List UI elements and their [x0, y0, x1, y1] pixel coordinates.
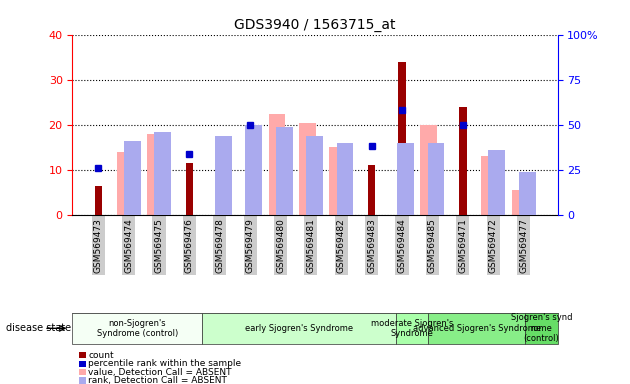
Bar [186, 163, 193, 215]
Title: GDS3940 / 1563715_at: GDS3940 / 1563715_at [234, 18, 396, 32]
Bar [512, 190, 528, 215]
Bar [94, 186, 102, 215]
Bar [117, 152, 134, 215]
Text: early Sjogren's Syndrome: early Sjogren's Syndrome [245, 324, 353, 333]
Bar [336, 143, 353, 215]
Text: non-Sjogren's
Syndrome (control): non-Sjogren's Syndrome (control) [96, 319, 178, 338]
Bar [215, 136, 232, 215]
Bar [124, 141, 140, 215]
Bar [306, 136, 323, 215]
Text: percentile rank within the sample: percentile rank within the sample [88, 359, 241, 368]
Bar [268, 114, 285, 215]
Text: advanced Sjogren's Syndrome: advanced Sjogren's Syndrome [413, 324, 541, 333]
Bar [459, 107, 467, 215]
Bar [276, 127, 292, 215]
Bar [329, 147, 346, 215]
Bar [518, 172, 536, 215]
Bar [147, 134, 164, 215]
Bar [481, 156, 498, 215]
Bar [299, 122, 316, 215]
Bar [154, 132, 171, 215]
Bar [420, 125, 437, 215]
Bar [216, 147, 224, 215]
Bar [398, 143, 414, 215]
Bar [398, 62, 406, 215]
Text: value, Detection Call = ABSENT: value, Detection Call = ABSENT [88, 367, 232, 377]
Text: moderate Sjogren's
Syndrome: moderate Sjogren's Syndrome [371, 319, 453, 338]
Bar [428, 143, 444, 215]
Text: disease state: disease state [6, 323, 71, 333]
Text: Sjogren's synd
rome
(control): Sjogren's synd rome (control) [511, 313, 572, 343]
Bar [368, 166, 375, 215]
Text: rank, Detection Call = ABSENT: rank, Detection Call = ABSENT [88, 376, 227, 384]
Bar [246, 125, 262, 215]
Text: count: count [88, 351, 114, 360]
Bar [246, 132, 254, 215]
Bar [488, 150, 505, 215]
